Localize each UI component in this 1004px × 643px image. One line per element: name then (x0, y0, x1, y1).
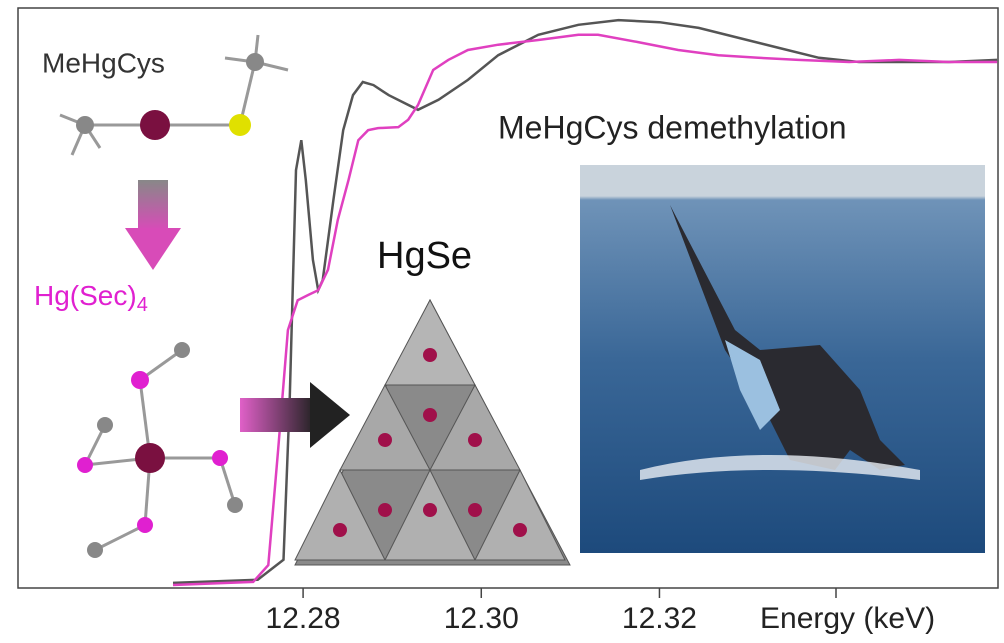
x-axis-label: Energy (keV) (760, 602, 935, 635)
label-hgsec4: Hg(Sec)4 (34, 280, 148, 316)
label-hgse: HgSe (377, 235, 472, 277)
x-tick-label: 12.32 (622, 602, 697, 635)
molecule-hgsec4 (77, 342, 243, 558)
x-tick-label: 12.28 (266, 602, 341, 635)
chart: MeHgCys Hg(Sec)4 HgSe MeHgCys demethylat… (0, 0, 1004, 643)
photo (580, 165, 985, 553)
arrow (125, 228, 181, 270)
arrow (138, 180, 168, 230)
arrow (240, 398, 315, 432)
hgse-cluster (295, 300, 570, 565)
x-tick-label: 12.30 (444, 602, 519, 635)
photo-caption: MeHgCys demethylation (498, 109, 847, 145)
label-mehgcys: MeHgCys (42, 47, 165, 78)
arrow (310, 382, 350, 448)
